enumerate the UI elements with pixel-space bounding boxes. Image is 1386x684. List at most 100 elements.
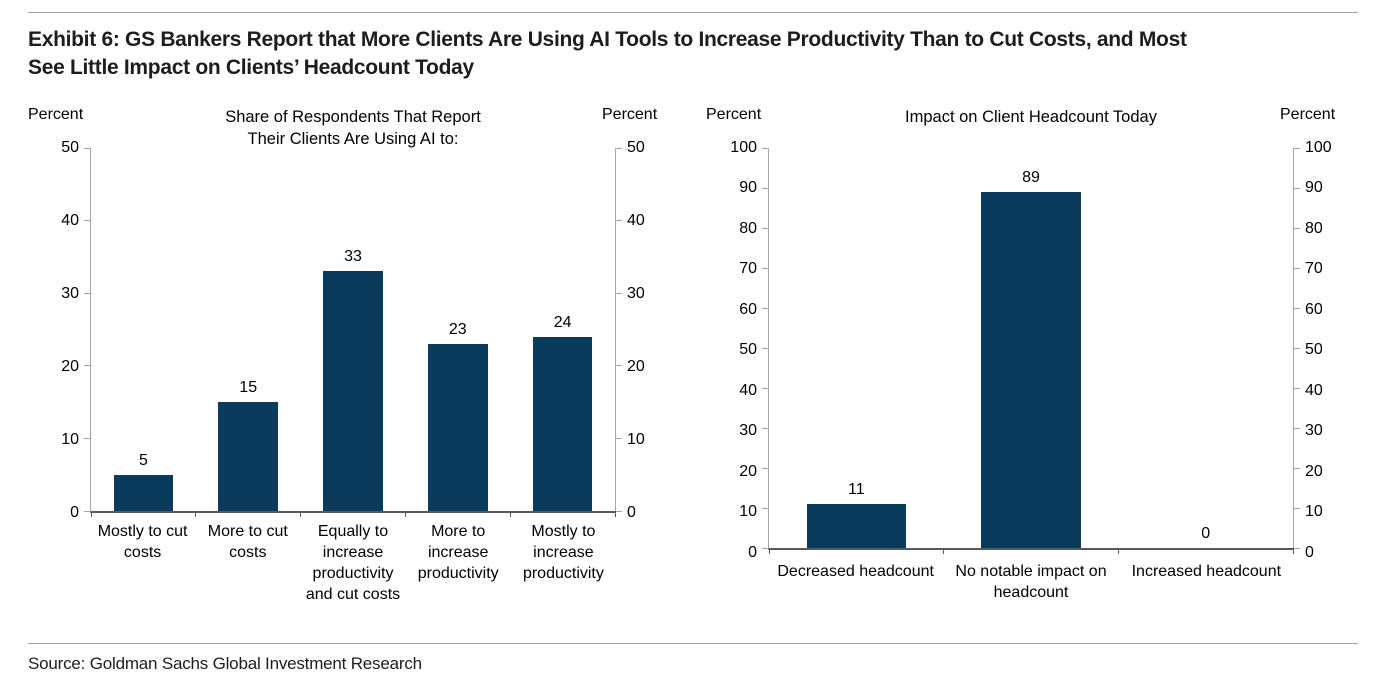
y-axis-tick-label: 70 <box>1305 260 1323 278</box>
y-axis-tick-label: 0 <box>748 543 757 561</box>
bar-group: 23 <box>405 148 510 511</box>
bar-value-label: 11 <box>848 481 865 498</box>
x-axis-tick <box>509 511 511 517</box>
y-axis-tick-label: 70 <box>739 260 757 278</box>
y-axis-tick-label: 0 <box>70 504 79 521</box>
y-axis-tick-label: 50 <box>627 139 645 156</box>
y-axis-tick <box>616 292 622 294</box>
source-note: Source: Goldman Sachs Global Investment … <box>28 654 422 673</box>
y-axis-left: 0 10 20 30 40 50 60 70 80 90 100 <box>706 140 768 561</box>
bar-value-label: 5 <box>138 451 148 469</box>
y-axis-tick-label: 0 <box>627 504 636 521</box>
y-axis-tick-label: 40 <box>61 212 79 229</box>
y-axis-tick <box>84 365 90 367</box>
bar <box>532 336 593 511</box>
bottom-divider <box>28 643 1358 644</box>
y-axis-unit-right: Percent <box>1280 106 1336 123</box>
y-axis-unit-left: Percent <box>706 106 762 123</box>
bar <box>427 344 488 511</box>
y-axis-right: 0 10 20 30 40 50 <box>616 140 680 521</box>
y-axis-tick-label: 50 <box>1305 341 1323 359</box>
y-axis-tick-label: 0 <box>1305 543 1314 561</box>
y-axis-tick-label: 80 <box>739 219 757 237</box>
x-axis-tick <box>300 511 302 517</box>
chart-title: Impact on Client Headcount Today <box>905 108 1157 126</box>
bar-group: 0 <box>1118 148 1293 548</box>
plot-area: 5 15 33 23 24 <box>84 147 622 517</box>
bar-value-label: 89 <box>1022 169 1040 186</box>
y-axis-tick <box>616 220 622 222</box>
y-axis-tick-label: 30 <box>739 422 757 440</box>
bar-value-label: 0 <box>1201 525 1211 542</box>
y-axis-tick <box>762 467 768 469</box>
top-divider <box>28 12 1358 13</box>
bar-group: 15 <box>196 148 301 511</box>
y-axis-tick <box>616 365 622 367</box>
x-axis-tick <box>1117 548 1119 554</box>
y-axis-tick-label: 80 <box>1305 219 1323 237</box>
y-axis-tick <box>616 437 622 439</box>
y-axis-tick <box>762 427 768 429</box>
bar <box>218 402 279 511</box>
bar-value-label: 15 <box>239 379 258 397</box>
y-axis-tick <box>762 267 768 269</box>
x-axis-tick <box>768 548 770 554</box>
y-axis-tick <box>1294 427 1300 429</box>
y-axis-tick <box>1294 187 1300 189</box>
bar-group: 33 <box>301 148 406 511</box>
x-axis-tick <box>1292 548 1294 554</box>
x-axis-category-label: Equally to increase productivity and cut… <box>305 523 401 603</box>
y-axis-tick-label: 50 <box>61 139 79 156</box>
y-axis-tick <box>762 187 768 189</box>
y-axis-tick-label: 30 <box>627 285 645 302</box>
y-axis-tick <box>1294 387 1300 389</box>
x-axis-category-label: Increased headcount <box>1131 562 1282 580</box>
y-axis-tick-label: 40 <box>627 212 645 229</box>
y-axis-tick <box>762 347 768 349</box>
y-axis-tick <box>84 220 90 222</box>
y-axis-tick-label: 10 <box>739 503 757 521</box>
y-axis-tick <box>1294 307 1300 309</box>
y-axis-tick <box>1294 347 1300 349</box>
chart-title: Share of Respondents That Report Their C… <box>225 108 481 148</box>
y-axis-tick-label: 90 <box>739 179 757 197</box>
y-axis-tick <box>616 510 622 512</box>
y-axis-tick-label: 20 <box>1305 462 1323 480</box>
y-axis-tick-label: 90 <box>1305 179 1323 197</box>
x-axis-tick <box>943 548 945 554</box>
bar-value-label: 33 <box>344 248 362 266</box>
y-axis-tick <box>1294 467 1300 469</box>
bar-value-label: 23 <box>448 321 467 339</box>
y-axis-tick-label: 40 <box>1305 381 1323 399</box>
y-axis-tick <box>762 507 768 509</box>
x-axis-tick <box>195 511 197 517</box>
bar-group: 5 <box>91 148 196 511</box>
x-axis-tick <box>90 511 92 517</box>
y-axis-tick <box>1294 227 1300 229</box>
y-axis-tick-label: 10 <box>61 431 79 448</box>
exhibit-page: Exhibit 6: GS Bankers Report that More C… <box>0 12 1386 674</box>
y-axis-tick <box>762 227 768 229</box>
y-axis-tick-label: 20 <box>739 462 757 480</box>
x-axis-category-label: No notable impact on headcount <box>955 562 1107 601</box>
x-axis-tick <box>404 511 406 517</box>
y-axis-tick <box>1294 147 1300 149</box>
y-axis-tick-label: 20 <box>627 358 645 375</box>
y-axis-tick-label: 100 <box>730 139 757 156</box>
x-axis-tick <box>614 511 616 517</box>
y-axis-tick <box>1294 547 1300 549</box>
y-axis-tick-label: 50 <box>739 341 757 359</box>
y-axis-tick-label: 100 <box>1305 139 1332 156</box>
x-axis-category-label: More to increase productivity <box>417 523 499 582</box>
y-axis-tick <box>1294 507 1300 509</box>
bar-group: 11 <box>769 148 944 548</box>
plot-area: 11 89 0 <box>762 147 1300 554</box>
page-title: Exhibit 6: GS Bankers Report that More C… <box>28 28 1187 79</box>
y-axis-unit-right: Percent <box>602 106 658 123</box>
x-axis-category-label: Mostly to increase productivity <box>522 523 604 582</box>
y-axis-tick-label: 60 <box>739 300 757 318</box>
x-axis-category-label: Decreased headcount <box>777 562 934 580</box>
y-axis-left: 0 10 20 30 40 50 <box>28 140 90 521</box>
bar-group: 24 <box>510 148 615 511</box>
bar <box>323 271 383 511</box>
